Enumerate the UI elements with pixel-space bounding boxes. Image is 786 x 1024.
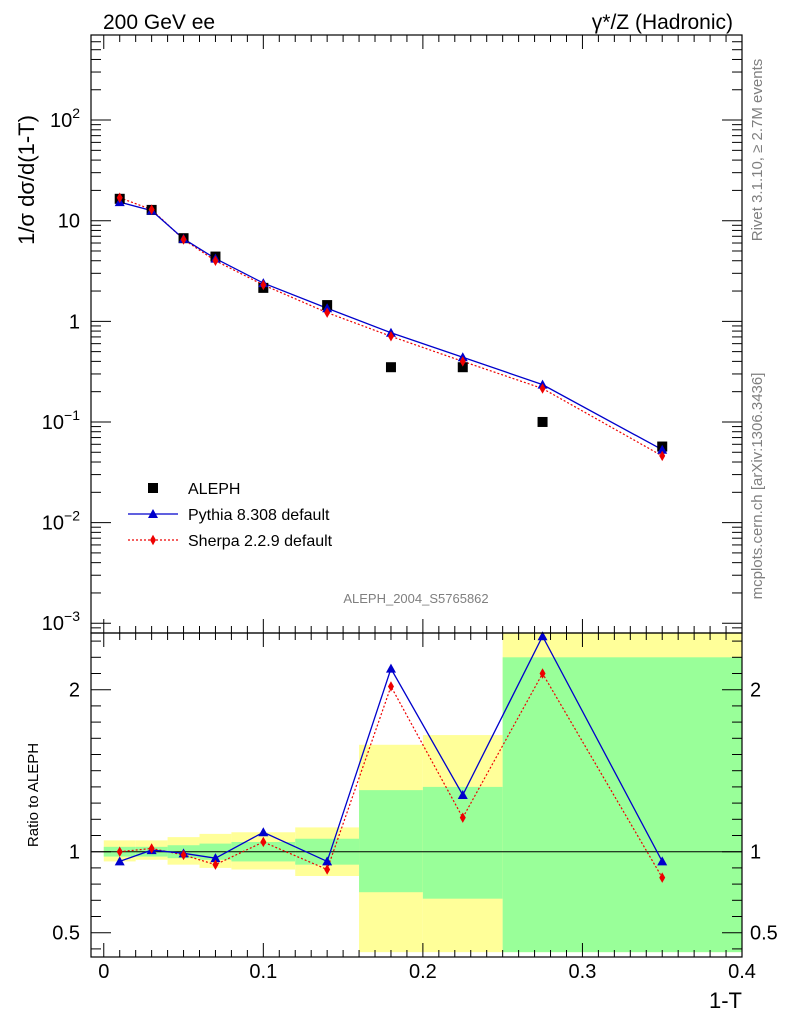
main-sherpa-point bbox=[387, 331, 394, 342]
ratio-y-tick-label-right: 0.5 bbox=[750, 923, 778, 945]
legend-pythia-marker bbox=[148, 509, 158, 518]
x-tick-label: 0.1 bbox=[249, 961, 277, 983]
main-sherpa-point bbox=[324, 307, 331, 318]
main-y-tick-label: 1 bbox=[69, 311, 80, 333]
main-y-axis-label: 1/σ dσ/d(1-T) bbox=[14, 115, 39, 245]
main-sherpa-point bbox=[180, 234, 187, 245]
legend-aleph-marker bbox=[148, 483, 158, 493]
ratio-sherpa-point bbox=[324, 864, 331, 875]
ratio-pythia-point bbox=[258, 827, 269, 837]
main-pythia-line bbox=[119, 201, 663, 451]
main-y-tick-label: 10 bbox=[58, 211, 80, 233]
ratio-y-tick-label-right: 1 bbox=[750, 842, 761, 864]
x-tick-label: 0.4 bbox=[728, 961, 756, 983]
main-sherpa-point bbox=[148, 204, 155, 215]
ratio-pythia-point bbox=[385, 663, 396, 673]
ratio-pythia-point bbox=[457, 790, 468, 799]
x-axis-label: 1-T bbox=[709, 988, 742, 1013]
band-inner-6 bbox=[359, 790, 423, 893]
ratio-sherpa-point bbox=[116, 846, 123, 857]
main-sherpa-point bbox=[659, 450, 666, 462]
x-tick-label: 0.3 bbox=[569, 961, 597, 983]
ratio-y-tick-label-left: 0.5 bbox=[52, 923, 80, 945]
main-y-tick-label: 10−3 bbox=[42, 608, 80, 635]
ratio-sherpa-point bbox=[387, 681, 394, 692]
legend-sherpa-marker bbox=[150, 534, 156, 546]
main-pythia-point bbox=[657, 444, 668, 454]
mcplots-label: mcplots.cern.ch [arXiv:1306.3436] bbox=[749, 373, 766, 600]
ratio-pythia-point bbox=[322, 856, 333, 866]
main-y-tick-label: 10−2 bbox=[42, 508, 80, 535]
ratio-y-axis-label: Ratio to ALEPH bbox=[25, 743, 42, 847]
ratio-y-tick-label-left: 1 bbox=[69, 842, 80, 864]
x-tick-label: 0 bbox=[98, 961, 109, 983]
main-aleph-point bbox=[457, 362, 468, 373]
band-inner-7 bbox=[422, 786, 503, 899]
legend-sherpa-label: Sherpa 2.2.9 default bbox=[188, 533, 333, 550]
ratio-sherpa-point bbox=[459, 812, 466, 823]
main-y-tick-label: 102 bbox=[50, 105, 80, 132]
analysis-watermark: ALEPH_2004_S5765862 bbox=[343, 591, 488, 606]
main-aleph-point bbox=[385, 362, 396, 373]
band-inner-8 bbox=[502, 657, 742, 953]
main-sherpa-point bbox=[459, 356, 466, 367]
ratio-sherpa-point bbox=[260, 836, 267, 848]
main-sherpa-point bbox=[212, 255, 219, 266]
main-sherpa-point bbox=[116, 192, 123, 203]
ratio-frame bbox=[90, 632, 743, 958]
ratio-y-tick-label-right: 2 bbox=[750, 680, 761, 702]
rivet-version-label: Rivet 3.1.10, ≥ 2.7M events bbox=[749, 59, 766, 242]
main-y-tick-label: 10−1 bbox=[42, 407, 80, 434]
x-tick-label: 0.2 bbox=[409, 961, 437, 983]
ratio-pythia-point bbox=[210, 853, 221, 863]
ratio-pythia-point bbox=[657, 856, 668, 866]
main-sherpa-point bbox=[260, 279, 267, 291]
main-sherpa-point bbox=[539, 383, 546, 394]
legend-pythia-label: Pythia 8.308 default bbox=[188, 507, 330, 524]
ratio-sherpa-point bbox=[180, 849, 187, 861]
main-aleph-point bbox=[537, 416, 548, 427]
legend-aleph-label: ALEPH bbox=[188, 481, 240, 498]
ratio-sherpa-point bbox=[148, 843, 155, 854]
ratio-sherpa-point bbox=[659, 872, 666, 883]
ratio-pythia-line bbox=[119, 634, 663, 863]
main-sherpa-line bbox=[119, 197, 663, 457]
header-right-label: γ*/Z (Hadronic) bbox=[592, 11, 733, 34]
ratio-pythia-point bbox=[537, 631, 548, 641]
ratio-sherpa-point bbox=[212, 859, 219, 870]
header-left-label: 200 GeV ee bbox=[103, 11, 215, 34]
ratio-y-tick-label-left: 2 bbox=[69, 680, 80, 702]
ratio-pythia-point bbox=[114, 856, 125, 866]
ratio-sherpa-point bbox=[539, 668, 546, 679]
